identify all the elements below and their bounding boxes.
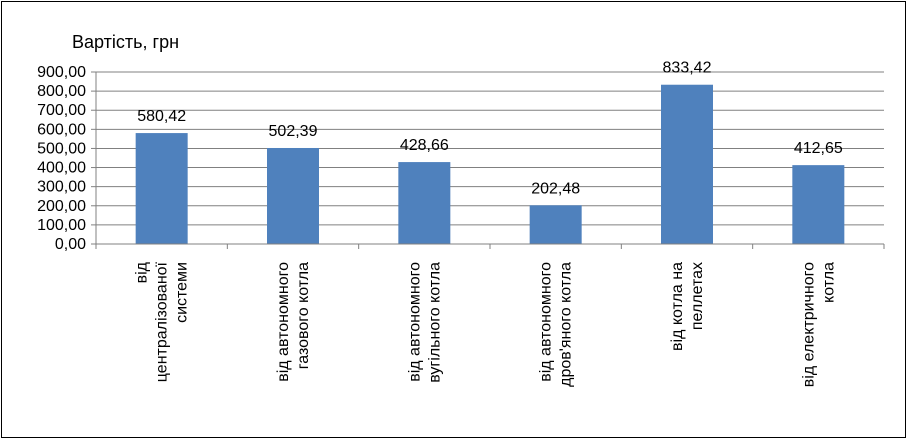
category-label-line: централізованої [154,261,171,382]
category-labels: від централізованої системи від автономного… [134,261,838,387]
category-label: від централізованої системи [134,261,191,382]
category-label-line: від [134,261,151,283]
category-label: від автономного газового котла [275,262,312,382]
axes [91,71,885,249]
data-labels: 580,42 502,39 428,66 202,48 833,42 412,65 [137,60,843,198]
y-tick-label: 700,00 [37,102,86,119]
category-label-line: дров'яного котла [558,262,575,387]
category-label: від електричного котла [800,262,837,387]
category-label-line: від автономного [275,262,292,382]
category-label-line: котла [820,262,837,303]
y-axis-title: Вартість, грн [72,32,179,52]
y-tick-label: 100,00 [37,217,86,234]
bar [661,84,713,244]
category-label-line: газового котла [295,262,312,369]
data-label: 580,42 [137,108,186,125]
category-label-line: від автономного [538,262,555,382]
bar [529,205,582,244]
category-label: від котла на пеллетах [669,262,706,351]
category-label: від автономного дров'яного котла [538,262,575,387]
y-tick-label: 0,00 [55,236,86,253]
y-tick-label: 600,00 [37,121,86,138]
category-label-line: системи [174,262,191,323]
y-tick-label: 800,00 [37,83,86,100]
category-label: від автономного вугільного котла [406,262,443,383]
y-tick-label: 900,00 [37,64,86,81]
data-label: 412,65 [794,140,843,157]
bar [135,133,188,244]
bar [398,162,451,244]
y-tick-labels: 0,00 100,00 200,00 300,00 400,00 500,00 600,00… [37,64,86,253]
data-label: 428,66 [400,137,449,154]
category-label-line: від електричного [800,262,817,387]
y-tick-label: 300,00 [37,179,86,196]
bar [792,165,845,244]
y-tick-label: 500,00 [37,140,86,157]
y-tick-label: 400,00 [37,160,86,177]
data-label: 202,48 [531,180,580,197]
bars [135,84,845,244]
category-label-line: від автономного [406,262,423,382]
bar [267,147,319,244]
y-tick-label: 200,00 [37,198,86,215]
category-label-line: від котла на [669,262,686,351]
data-label: 833,42 [663,60,712,77]
category-label-line: вугільного котла [426,262,443,383]
category-label-line: пеллетах [689,262,706,330]
data-label: 502,39 [269,123,318,140]
gridlines [96,71,884,226]
